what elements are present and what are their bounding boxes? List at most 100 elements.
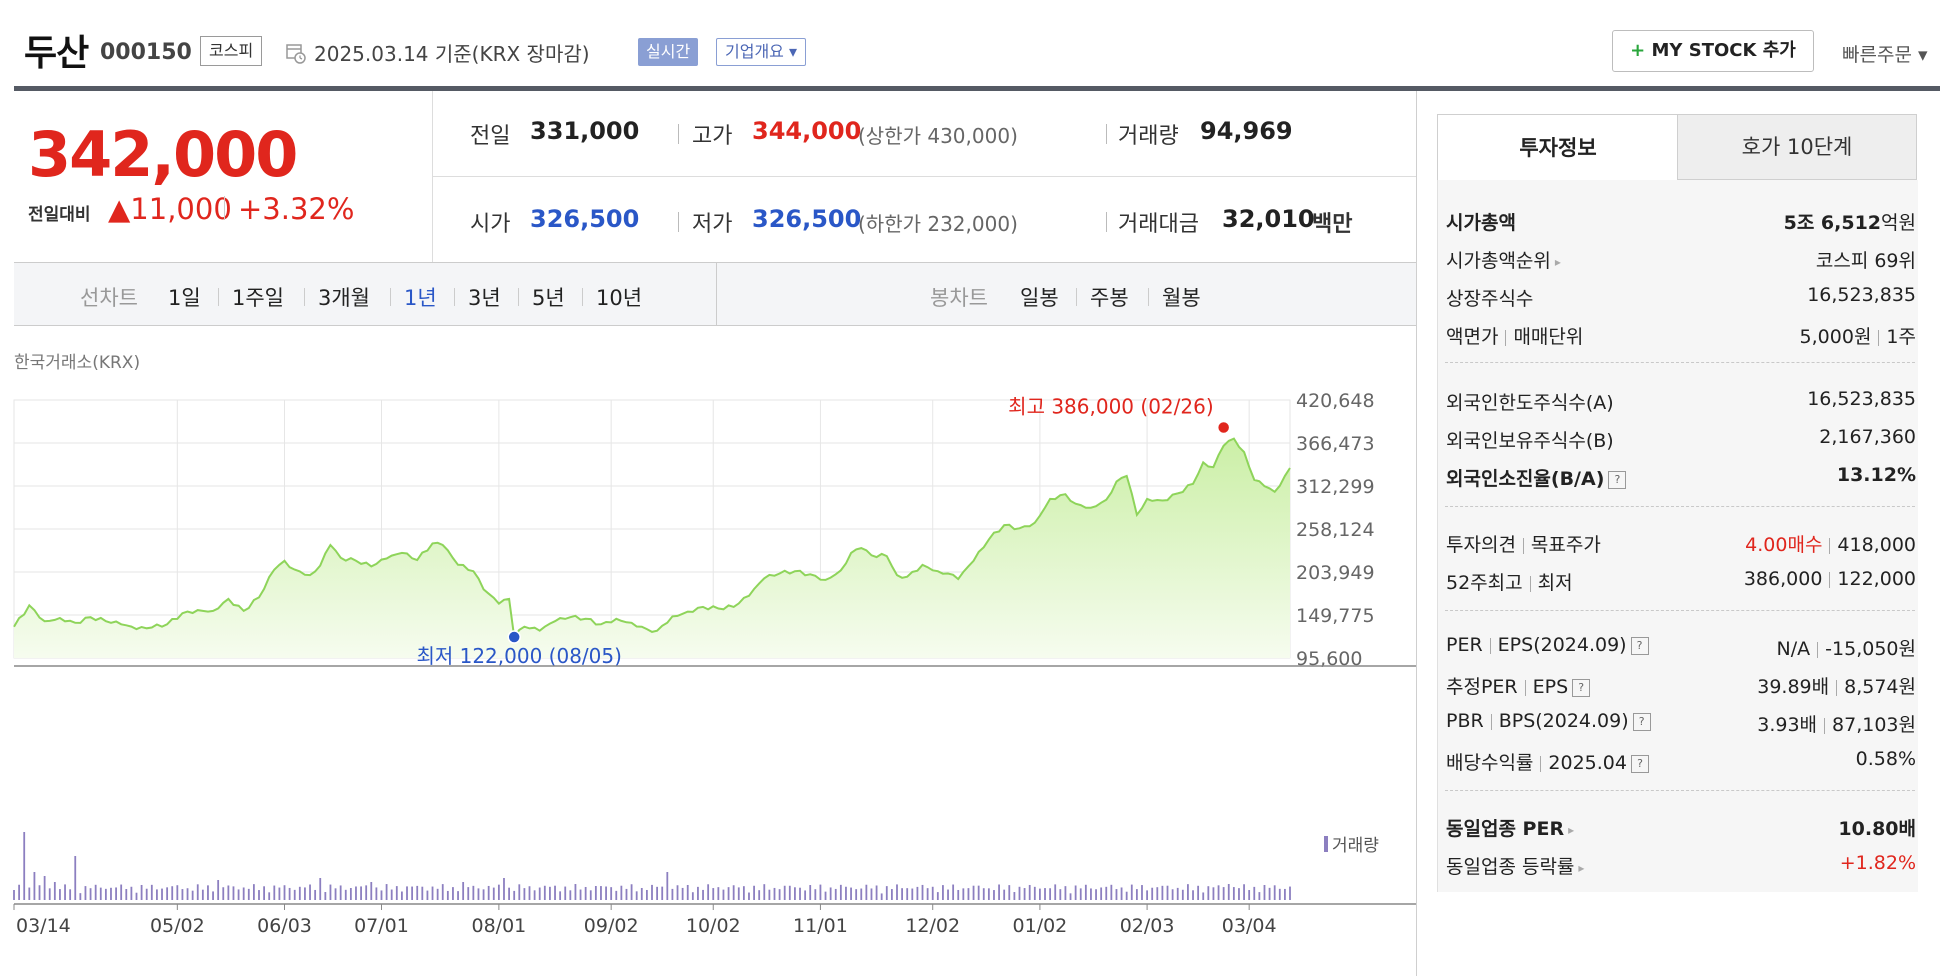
lower-limit: (하한가 232,000)	[858, 212, 1018, 236]
prev-close-label: 전일	[470, 124, 511, 149]
tab-separator	[518, 288, 519, 306]
tab-1-year[interactable]: 1년	[404, 286, 437, 310]
market-cap-value: 5조 6,512억원	[1783, 212, 1916, 234]
stat-separator	[678, 124, 679, 144]
price-panel	[14, 91, 433, 262]
period-selector	[14, 262, 1417, 326]
tab-monthly-candle[interactable]: 월봉	[1162, 286, 1201, 310]
prev-close-value: 331,000	[530, 117, 640, 145]
market-cap-rank-label: 시가총액순위 ▸	[1446, 250, 1561, 272]
tab-1-day[interactable]: 1일	[168, 286, 201, 310]
industry-change-rate-label: 동일업종 등락률 ▸	[1446, 856, 1585, 878]
foreign-limit-shares-value: 16,523,835	[1807, 388, 1916, 410]
x-tick-label: 01/02	[1013, 915, 1068, 937]
tab-separator	[304, 288, 305, 306]
upper-limit: (상한가 430,000)	[858, 124, 1018, 148]
pbr-bps-value: 3.93배 87,103원	[1757, 714, 1916, 736]
trade-amount-unit: 백만	[1312, 212, 1353, 237]
right-panel-divider	[1416, 91, 1417, 976]
x-tick-label: 07/01	[354, 915, 409, 937]
x-tick-label: 06/03	[257, 915, 312, 937]
stock-code: 000150	[100, 40, 192, 65]
tab-weekly-candle[interactable]: 주봉	[1090, 286, 1129, 310]
info-divider	[1445, 790, 1915, 791]
tab-separator	[1148, 288, 1149, 306]
estimated-per-eps-label: 추정PER EPS?	[1446, 672, 1591, 699]
trade-amount-value: 32,010	[1222, 205, 1315, 233]
y-tick-label: 312,299	[1296, 476, 1375, 498]
change-label: 전일대비	[28, 205, 91, 225]
investment-opinion-value: 4.00매수 418,000	[1745, 534, 1916, 556]
info-divider	[1445, 610, 1915, 611]
exchange-label: 한국거래소(KRX)	[14, 353, 141, 373]
foreign-exhaustion-rate-label: 외국인소진율(B/A)?	[1446, 464, 1627, 491]
per-eps-value: N/A -15,050원	[1776, 638, 1916, 660]
add-my-stock-button[interactable]: + MY STOCK 추가	[1612, 30, 1814, 72]
tab-5-years[interactable]: 5년	[532, 286, 565, 310]
high-label: 고가	[692, 124, 733, 149]
high-value: 344,000	[752, 117, 862, 145]
trade-amount-label: 거래대금	[1118, 212, 1199, 237]
tab-1-week[interactable]: 1주일	[232, 286, 285, 310]
current-price: 342,000	[28, 118, 298, 191]
volume-value: 94,969	[1200, 117, 1293, 145]
tab-separator	[390, 288, 391, 306]
stat-separator	[1106, 124, 1107, 144]
volume-legend: 거래량	[1332, 836, 1379, 856]
info-divider	[1445, 362, 1915, 363]
tab-daily-candle[interactable]: 일봉	[1020, 286, 1059, 310]
price-line	[13, 437, 1291, 640]
dividend-yield-value: 0.58%	[1855, 748, 1916, 770]
x-tick-label: 02/03	[1120, 915, 1175, 937]
price-area	[14, 438, 1290, 658]
max-point-marker	[1216, 420, 1231, 435]
per-eps-label: PER EPS(2024.09)?	[1446, 634, 1649, 656]
reference-date: 2025.03.14 기준(KRX 장마감)	[314, 42, 590, 66]
tab-separator	[1076, 288, 1077, 306]
quick-order-button[interactable]: 빠른주문 ▾	[1842, 44, 1928, 66]
foreign-limit-shares-label: 외국인한도주식수(A)	[1446, 392, 1614, 414]
tab-10-years[interactable]: 10년	[596, 286, 643, 310]
low-value: 326,500	[752, 205, 862, 233]
candle-chart-label: 봉차트	[930, 286, 988, 310]
volume-label: 거래량	[1118, 124, 1179, 149]
tab-investment-info[interactable]: 투자정보	[1437, 114, 1679, 181]
header-divider	[14, 86, 1940, 91]
y-tick-label: 95,600	[1296, 648, 1362, 670]
tab-3-months[interactable]: 3개월	[318, 286, 371, 310]
industry-change-rate-value: +1.82%	[1839, 852, 1916, 874]
face-value-trade-unit-label: 액면가 매매단위	[1446, 326, 1584, 348]
y-tick-label: 420,648	[1296, 390, 1375, 412]
info-divider	[1445, 506, 1915, 507]
add-my-stock-label: MY STOCK 추가	[1651, 40, 1796, 61]
estimated-per-eps-value: 39.89배 8,574원	[1757, 676, 1916, 698]
x-tick-label: 03/14	[16, 915, 71, 937]
tab-order-book[interactable]: 호가 10단계	[1677, 114, 1917, 180]
x-tick-label: 12/02	[905, 915, 960, 937]
tab-separator	[454, 288, 455, 306]
plus-icon: +	[1630, 40, 1652, 61]
realtime-badge[interactable]: 실시간	[638, 38, 699, 66]
change-separator	[224, 196, 225, 220]
period-divider	[716, 262, 717, 326]
stat-separator	[1106, 212, 1107, 232]
x-tick-label: 08/01	[471, 915, 526, 937]
min-point-marker	[507, 630, 521, 644]
investment-opinion-label: 투자의견 목표주가	[1446, 534, 1601, 556]
52-week-high-low-value: 386,000 122,000	[1743, 568, 1916, 590]
change-percent: +3.32%	[238, 192, 355, 226]
foreign-held-shares-value: 2,167,360	[1819, 426, 1916, 448]
min-annotation: 최저 122,000 (08/05)	[416, 644, 621, 668]
company-overview-button[interactable]: 기업개요 ▾	[716, 38, 806, 66]
x-tick-label: 11/01	[793, 915, 848, 937]
industry-per-value: 10.80배	[1838, 818, 1916, 840]
tab-3-years[interactable]: 3년	[468, 286, 501, 310]
y-tick-label: 258,124	[1296, 519, 1375, 541]
tab-separator	[582, 288, 583, 306]
open-value: 326,500	[530, 205, 640, 233]
price-chart: 420,648 366,473 312,299 258,124 203,949 149,7…	[13, 390, 1416, 937]
face-value-trade-unit-value: 5,000원 1주	[1799, 326, 1916, 348]
stat-separator	[678, 212, 679, 232]
x-tick-label: 05/02	[150, 915, 205, 937]
industry-per-label: 동일업종 PER ▸	[1446, 818, 1575, 840]
